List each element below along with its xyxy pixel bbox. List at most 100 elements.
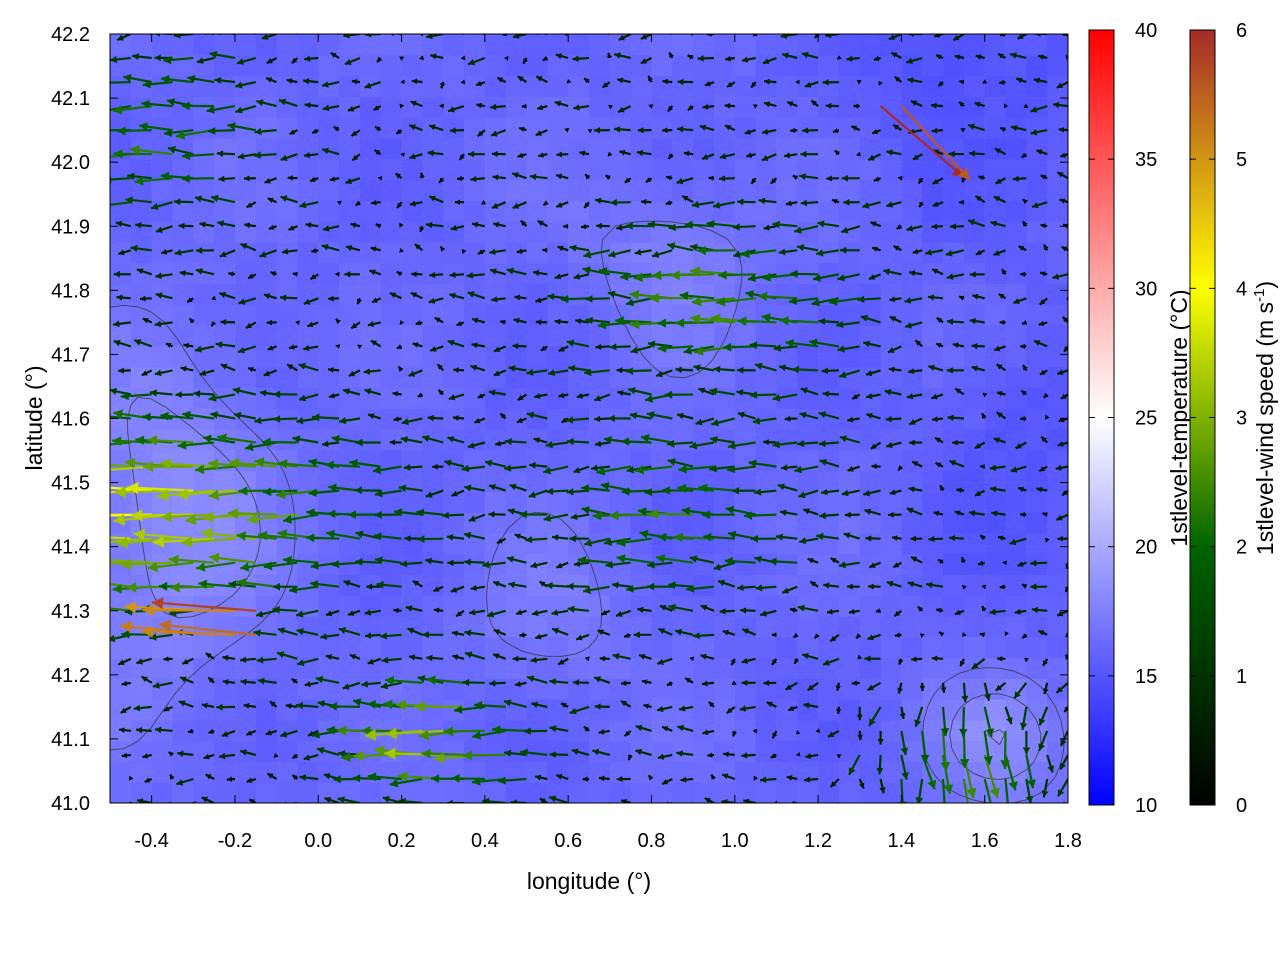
wind-arrow-head — [249, 799, 255, 803]
wind-arrow-head — [793, 632, 799, 638]
temperature-cell — [1047, 678, 1068, 700]
wind-arrow-head — [807, 557, 814, 564]
wind-arrow-head — [959, 759, 970, 768]
wind-arrow-head — [113, 149, 123, 159]
wind-arrow-head — [179, 270, 186, 277]
temperature-cell — [943, 595, 965, 617]
wind-arrow-head — [633, 631, 640, 639]
temperature-cell — [359, 325, 382, 347]
wind-arrow-head — [649, 292, 659, 304]
wind-arrow-head — [493, 370, 500, 377]
temperature-cell — [526, 449, 548, 472]
wind-arrow-head — [217, 220, 225, 227]
temperature-cell — [422, 678, 444, 700]
wind-arrow-head — [398, 797, 406, 803]
temperature-cell — [235, 512, 257, 534]
wind-arrow-head — [561, 703, 567, 708]
temperature-cell — [526, 470, 548, 492]
temperature-cell — [880, 241, 902, 264]
temperature-cell — [297, 574, 319, 596]
temperature-cell — [609, 782, 632, 803]
wind-arrow-head — [450, 224, 457, 231]
temperature-cell — [943, 782, 965, 803]
temperature-cell — [1005, 96, 1027, 118]
wind-arrow-shaft — [110, 514, 111, 516]
wind-arrow-head — [596, 222, 602, 229]
wind-arrow-shaft — [649, 802, 652, 803]
wind-arrow-head — [161, 510, 172, 523]
wind-arrow-head — [304, 102, 311, 109]
wind-arrow-head — [208, 728, 214, 734]
temperature-cell — [734, 782, 757, 803]
temperature-cell — [880, 304, 902, 326]
temperature-cell — [922, 221, 944, 243]
temperature-cell — [818, 678, 840, 700]
temperature-cell — [984, 262, 1007, 284]
temperature-cell — [963, 719, 986, 742]
wind-arrow-head — [1043, 392, 1049, 398]
temperature-cell — [776, 782, 798, 803]
temperature-cell — [880, 512, 902, 534]
wind-arrow-head — [799, 173, 806, 180]
temperature-cell — [110, 158, 132, 181]
wind-arrow-head — [328, 483, 337, 493]
temperature-cell — [922, 719, 944, 742]
wind-arrow-head — [982, 606, 987, 612]
wind-arrow-head — [732, 487, 740, 495]
temperature-cell — [630, 719, 653, 742]
temperature-cell — [214, 325, 236, 347]
wind-arrow-head — [361, 725, 371, 736]
wind-arrow-head — [912, 248, 919, 255]
temperature-cell — [339, 408, 361, 430]
wind-arrow-head — [949, 534, 956, 542]
wind-arrow-head — [135, 435, 145, 445]
wind-arrow-head — [885, 415, 892, 423]
temperature-cell — [172, 366, 194, 388]
wind-arrow-head — [286, 78, 293, 84]
temperature-cell — [818, 761, 840, 783]
temperature-cell — [755, 699, 777, 721]
wind-arrow-head — [351, 78, 358, 85]
wind-arrow-head — [646, 411, 655, 419]
wind-arrow-head — [711, 774, 716, 780]
wind-arrow-head — [780, 34, 788, 39]
temperature-cell — [464, 449, 486, 472]
wind-arrow-head — [178, 222, 185, 230]
wind-arrow-head — [1058, 127, 1065, 133]
wind-arrow-shaft — [110, 177, 131, 181]
wind-arrow-head — [785, 200, 792, 207]
wind-arrow-head — [629, 412, 638, 420]
wind-arrow-head — [1039, 466, 1046, 472]
wind-arrow-head — [838, 561, 846, 569]
wind-arrow-head — [835, 685, 841, 691]
wind-arrow-head — [933, 510, 940, 517]
wind-arrow-head — [980, 535, 986, 540]
wind-arrow-head — [927, 779, 937, 790]
wind-arrow-shaft — [983, 34, 985, 35]
wind-arrow-head — [1060, 739, 1067, 746]
wind-arrow-head — [1038, 320, 1045, 326]
wind-arrow-head — [195, 464, 205, 475]
wind-arrow-head — [558, 346, 565, 352]
temperature-cell — [609, 636, 632, 659]
wind-arrow-head — [331, 560, 340, 569]
temperature-cell — [505, 387, 528, 409]
temperature-cell — [734, 470, 757, 492]
temperature-cell — [838, 262, 861, 284]
wind-arrow-head — [253, 629, 261, 637]
wind-arrow-head — [841, 226, 849, 234]
wind-arrow-head — [826, 175, 832, 182]
wind-arrow-head — [414, 244, 421, 250]
x-tick-label: 0.6 — [554, 830, 582, 852]
wind-arrow-head — [523, 727, 531, 735]
temperature-cell — [859, 512, 882, 534]
temperature-cell — [859, 34, 882, 56]
wind-arrow-head — [433, 586, 440, 592]
wind-arrow-head — [616, 367, 623, 374]
temperature-cell — [401, 449, 423, 472]
wind-arrow-head — [989, 608, 996, 616]
temperature-cell — [1047, 532, 1068, 555]
temperature-cell — [963, 325, 986, 347]
wind-arrow-head — [116, 536, 128, 549]
wind-arrow-head — [433, 752, 445, 764]
